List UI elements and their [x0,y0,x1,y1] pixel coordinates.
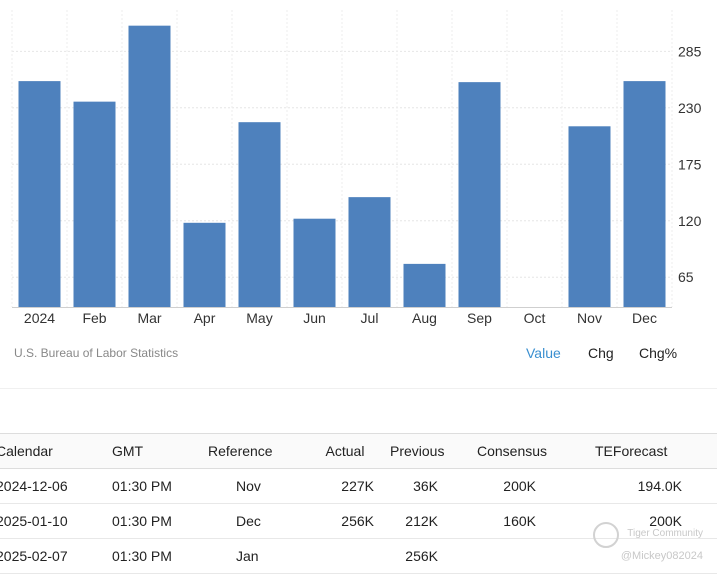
cell-reference: Nov [204,468,308,504]
col-consensus: Consensus [472,433,572,469]
divider [0,388,717,389]
cell-consensus: 200K [472,468,572,504]
table-row: 2025-01-10 01:30 PM Dec 256K 212K 160K 200K [0,503,717,539]
cell-date: 2025-01-10 [0,503,104,539]
x-tick-label: Mar [137,310,161,326]
x-tick-label: Jun [303,310,326,326]
cell-gmt: 01:30 PM [104,503,204,539]
cell-previous: 256K [382,538,472,574]
bar-nov[interactable] [568,126,611,307]
x-tick-label: Aug [412,310,437,326]
table-row: 2024-12-06 01:30 PM Nov 227K 36K 200K 194.0K [0,468,717,504]
x-tick-label: Dec [632,310,657,326]
calendar-header-row: Calendar GMT Reference Actual Previous C… [0,433,717,469]
cell-gmt: 01:30 PM [104,538,204,574]
col-previous: Previous [382,433,472,469]
table-row: 2025-02-07 01:30 PM Jan 256K [0,538,717,574]
cell-actual: 256K [308,503,382,539]
cell-reference: Jan [204,538,308,574]
cell-date: 2024-12-06 [0,468,104,504]
y-tick-label: 285 [678,43,702,59]
x-tick-label: 2024 [24,310,55,326]
bar-chart: 2024 Feb Mar Apr May Jun Jul Aug Sep Oct Nov Dec 65 1… [11,10,702,326]
y-tick-label: 120 [678,213,702,229]
y-tick-label: 230 [678,100,702,116]
col-teforecast: TEForecast [572,433,717,469]
x-tick-label: Sep [467,310,492,326]
x-tick-label: Feb [82,310,106,326]
cell-actual: 227K [308,468,382,504]
cell-consensus: 160K [472,503,572,539]
cell-previous: 36K [382,468,472,504]
toggle-chg[interactable]: Chg [588,345,614,361]
cell-previous: 212K [382,503,472,539]
calendar-table: Calendar GMT Reference Actual Previous C… [0,433,717,574]
cell-consensus [472,538,572,574]
source-label: U.S. Bureau of Labor Statistics [14,346,179,360]
bar-jun[interactable] [293,218,336,307]
toggle-value[interactable]: Value [526,345,561,361]
bar-feb[interactable] [73,101,116,307]
col-actual: Actual [308,433,382,469]
bar-apr[interactable] [183,222,226,307]
bar-aug[interactable] [403,263,446,307]
col-calendar: Calendar [0,433,104,469]
cell-teforecast [572,538,717,574]
x-tick-label: Oct [524,310,546,326]
cell-gmt: 01:30 PM [104,468,204,504]
x-tick-label: Nov [577,310,602,326]
bar-may[interactable] [238,122,281,307]
cell-reference: Dec [204,503,308,539]
bar-2024[interactable] [18,81,61,307]
y-tick-label: 175 [678,156,702,172]
y-tick-label: 65 [678,269,694,285]
cell-teforecast: 200K [572,503,717,539]
bar-dec[interactable] [623,81,666,307]
bar-mar[interactable] [128,25,171,308]
cell-date: 2025-02-07 [0,538,104,574]
x-tick-label: Jul [361,310,379,326]
x-tick-label: May [246,310,272,326]
bar-sep[interactable] [458,82,501,307]
col-gmt: GMT [104,433,204,469]
col-reference: Reference [204,433,308,469]
cell-teforecast: 194.0K [572,468,717,504]
x-tick-label: Apr [194,310,216,326]
cell-actual [308,538,382,574]
toggle-chg-percent[interactable]: Chg% [639,345,678,361]
bar-jul[interactable] [348,197,391,307]
